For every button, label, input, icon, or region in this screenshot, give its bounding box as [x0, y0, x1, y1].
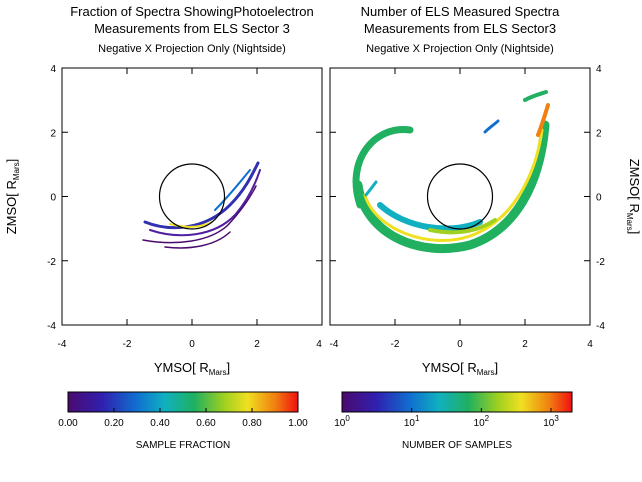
- colorbar-label: SAMPLE FRACTION: [136, 440, 230, 451]
- x-axis-label: YMSO[ RMars]: [154, 360, 230, 377]
- y-tick-label: 0: [50, 193, 56, 204]
- chart-title: Measurements from ELS Sector 3: [94, 21, 290, 36]
- x-tick-label: 2: [254, 339, 260, 350]
- colorbar-tick-label: 102: [474, 414, 490, 429]
- x-axis-label-end: ]: [227, 360, 231, 375]
- x-tick-label: 0: [457, 339, 463, 350]
- colorbar-tick-label: 103: [543, 414, 559, 429]
- colorbar-tick-base: 0.00: [58, 418, 78, 429]
- y-tick-label: 4: [596, 64, 602, 75]
- colorbar-tick-base: 10: [404, 418, 416, 429]
- x-tick-label: 2: [522, 339, 528, 350]
- plot-frame: [329, 67, 591, 326]
- colorbar-tick-base: 1.00: [288, 418, 308, 429]
- x-axis-label-text: YMSO[ R: [422, 360, 477, 375]
- x-tick-label: -2: [391, 339, 400, 350]
- y-tick-label: 2: [50, 128, 56, 139]
- colorbar-tick-exp: 2: [485, 414, 490, 423]
- y-axis-label-end: ]: [627, 231, 642, 235]
- y-axis-label-sub: Mars: [12, 162, 21, 180]
- y-tick-label: -2: [596, 257, 605, 268]
- y-axis-label-end: ]: [4, 159, 19, 163]
- colorbar-tick-base: 10: [474, 418, 486, 429]
- plot-frame: [61, 67, 323, 326]
- chart-title: Measurements from ELS Sector3: [364, 21, 556, 36]
- colorbar-tick-base: 10: [334, 418, 346, 429]
- colorbar-tick-label: 0.40: [150, 418, 170, 429]
- y-axis-label-text: ZMSO[ R: [4, 180, 19, 234]
- chart-title: Number of ELS Measured Spectra: [361, 4, 560, 19]
- x-tick-label: -4: [58, 339, 67, 350]
- y-tick-label: 4: [50, 64, 56, 75]
- colorbar-tick-exp: 0: [345, 414, 350, 423]
- y-tick-label: 0: [596, 193, 602, 204]
- colorbar-tick-base: 0.20: [104, 418, 124, 429]
- x-axis-label-text: YMSO[ R: [154, 360, 209, 375]
- x-tick-label: 0: [189, 339, 195, 350]
- colorbar-tick-label: 100: [334, 414, 350, 429]
- colorbar-tick-label: 1.00: [288, 418, 308, 429]
- colorbar-tick-label: 101: [404, 414, 420, 429]
- x-tick-label: 4: [316, 339, 322, 350]
- y-axis-label: ZMSO[ RMars]: [625, 159, 642, 235]
- x-tick-label: -2: [123, 339, 132, 350]
- chart-subtitle: Negative X Projection Only (Nightside): [98, 43, 286, 55]
- y-tick-label: -4: [596, 321, 605, 332]
- colorbar: [341, 391, 573, 413]
- y-tick-label: 2: [596, 128, 602, 139]
- x-axis-label-sub: Mars: [209, 368, 227, 377]
- colorbar-tick-label: 0.20: [104, 418, 124, 429]
- colorbar-label: NUMBER OF SAMPLES: [402, 440, 512, 451]
- x-tick-label: -4: [330, 339, 339, 350]
- x-axis-label-sub: Mars: [477, 368, 495, 377]
- colorbar-tick-label: 0.00: [58, 418, 78, 429]
- colorbar: [67, 391, 299, 413]
- colorbar-tick-base: 0.40: [150, 418, 170, 429]
- y-tick-label: -2: [47, 257, 56, 268]
- x-tick-label: 4: [587, 339, 593, 350]
- colorbar-tick-label: 0.80: [242, 418, 262, 429]
- colorbar-tick-exp: 1: [415, 414, 420, 423]
- x-axis-label-end: ]: [495, 360, 499, 375]
- orbit-tracks-left: [142, 161, 261, 249]
- chart-title: Fraction of Spectra ShowingPhotoelectron: [70, 4, 314, 19]
- colorbar-tick-base: 0.60: [196, 418, 216, 429]
- orbit-tracks-right: [352, 90, 550, 253]
- colorbar-tick-label: 0.60: [196, 418, 216, 429]
- x-axis-label: YMSO[ RMars]: [422, 360, 498, 377]
- mars-outline: [158, 163, 494, 230]
- y-axis-label-sub: Mars: [625, 213, 634, 231]
- y-axis-label: ZMSO[ RMars]: [4, 159, 21, 235]
- y-axis-label-text: ZMSO[ R: [627, 159, 642, 213]
- colorbar-tick-base: 0.80: [242, 418, 262, 429]
- y-tick-label: -4: [47, 321, 56, 332]
- colorbar-tick-base: 10: [543, 418, 555, 429]
- chart-subtitle: Negative X Projection Only (Nightside): [366, 43, 554, 55]
- colorbar-tick-exp: 3: [554, 414, 559, 423]
